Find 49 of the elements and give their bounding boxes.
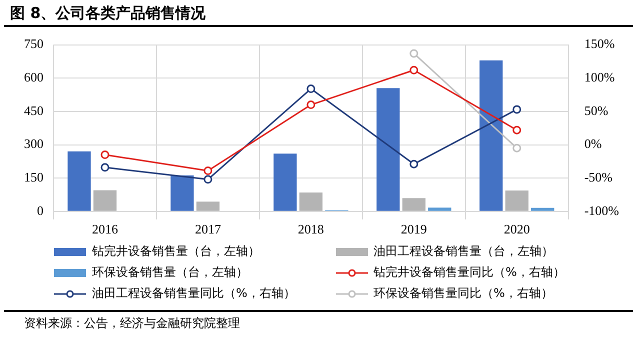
- point: [512, 126, 522, 134]
- y-tick-label: 750: [24, 36, 44, 52]
- legend-label: 油田工程设备销售量同比（%，右轴）: [92, 285, 296, 302]
- bar: [428, 208, 452, 211]
- legend-label: 钻完井设备销售量同比（%，右轴）: [374, 264, 565, 281]
- bar: [93, 190, 117, 211]
- y-tick-label: 600: [24, 70, 44, 85]
- point: [100, 150, 110, 160]
- point: [306, 84, 316, 94]
- y-tick-label: 300: [24, 136, 44, 152]
- y-tick-label: 0: [37, 202, 44, 218]
- y2-tick-label: 150%: [584, 36, 615, 52]
- y2-tick-label: -50%: [584, 170, 613, 184]
- bar: [170, 175, 194, 211]
- y2-tick-label: 0%: [584, 136, 602, 152]
- point: [512, 105, 522, 114]
- point: [100, 163, 110, 172]
- point: [306, 100, 316, 110]
- bar: [68, 151, 91, 211]
- point: [410, 49, 418, 58]
- point: [410, 160, 418, 168]
- bar: [480, 60, 503, 211]
- x-tick-label: 2020: [504, 222, 530, 237]
- text: 资料来源：公告，经济与金融研究院整理: [24, 315, 241, 332]
- y2-tick-label: 50%: [584, 102, 608, 118]
- x-tick-label: 2019: [400, 222, 427, 237]
- y-tick-label: 150: [24, 170, 44, 184]
- x-tick-label: 2017: [194, 222, 222, 237]
- bar: [274, 154, 297, 211]
- y2-tick-label: 100%: [584, 70, 615, 85]
- point: [204, 175, 212, 184]
- y2-tick-label: -100%: [584, 202, 620, 218]
- x-tick-label: 2018: [298, 222, 324, 237]
- point: [204, 166, 212, 175]
- bar: [505, 190, 528, 211]
- bar: [376, 88, 400, 211]
- legend-label: 油田工程设备销售量（台，左轴）: [374, 243, 554, 260]
- legend-label: 环保设备销售量同比（%，右轴）: [374, 285, 553, 302]
- y-tick-label: 450: [24, 102, 44, 118]
- point: [512, 144, 522, 152]
- chart-title: 图 8、公司各类产品销售情况: [4, 0, 633, 27]
- x-tick-label: 2016: [92, 222, 118, 237]
- legend-label: 环保设备销售量（台，左轴）: [92, 264, 248, 281]
- legend-label: 钻完井设备销售量（台，左轴）: [92, 243, 260, 260]
- bar: [299, 192, 323, 211]
- bar: [531, 208, 554, 211]
- bar: [402, 198, 426, 211]
- point: [410, 66, 418, 74]
- bar: [196, 202, 220, 211]
